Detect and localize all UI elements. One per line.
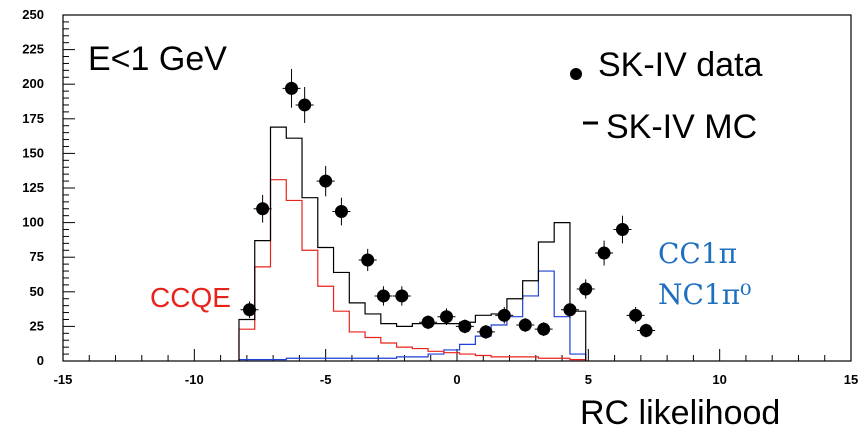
y-tick-label: 100	[22, 215, 44, 230]
y-tick-label: 50	[30, 284, 44, 299]
x-tick-label: 0	[453, 372, 460, 387]
data-point	[285, 81, 299, 95]
y-tick-label: 175	[22, 111, 44, 126]
data-point	[298, 98, 312, 112]
y-tick-label: 225	[22, 42, 44, 57]
data-point	[537, 322, 551, 336]
x-tick-label: 10	[712, 372, 726, 387]
data-point	[256, 202, 270, 216]
y-tick-label: 25	[30, 318, 44, 333]
data-point	[376, 289, 390, 303]
data-point	[458, 319, 472, 333]
y-tick-label: 150	[22, 145, 44, 160]
series-layer	[238, 126, 587, 361]
data-point	[639, 324, 653, 338]
ccqe-label: CCQE	[150, 282, 231, 313]
data-points	[240, 68, 656, 339]
data-point	[319, 174, 333, 188]
data-point	[421, 315, 435, 329]
y-tick-label: 75	[30, 249, 44, 264]
mc-total-histogram	[238, 126, 587, 361]
nc1pi0-label: NC1π⁰	[658, 278, 751, 311]
data-point	[615, 223, 629, 237]
data-point	[479, 325, 493, 339]
y-tick-label: 0	[37, 353, 44, 368]
x-axis-label: RC likelihood	[580, 394, 780, 432]
data-point	[563, 303, 577, 317]
x-axis: -15 -10 -5 0 5 10 15	[54, 349, 858, 387]
legend-mc-label: SK-IV MC	[606, 108, 757, 146]
y-axis: 0 25 50 75 100 125 150 175 200 225 250	[22, 7, 75, 368]
data-point	[439, 310, 453, 324]
ccqe-histogram	[238, 179, 587, 361]
legend-data-label: SK-IV data	[598, 46, 763, 84]
y-tick-label: 200	[22, 76, 44, 91]
y-tick-label: 125	[22, 180, 44, 195]
data-point	[629, 308, 643, 322]
data-point	[242, 303, 256, 317]
x-tick-label: -5	[320, 372, 332, 387]
data-point	[597, 246, 611, 260]
data-point	[361, 253, 375, 267]
data-point	[518, 318, 532, 332]
x-tick-label: 15	[844, 372, 858, 387]
y-tick-label: 250	[22, 7, 44, 22]
data-point	[497, 308, 511, 322]
x-tick-label: -10	[185, 372, 204, 387]
x-tick-label: 5	[585, 372, 592, 387]
data-point	[579, 282, 593, 296]
chart-title: E<1 GeV	[88, 40, 227, 78]
x-tick-label: -15	[54, 372, 73, 387]
data-point	[395, 289, 409, 303]
data-point	[334, 205, 348, 219]
cc1pi-label: CC1π	[658, 237, 737, 270]
legend-data-marker	[570, 68, 582, 80]
